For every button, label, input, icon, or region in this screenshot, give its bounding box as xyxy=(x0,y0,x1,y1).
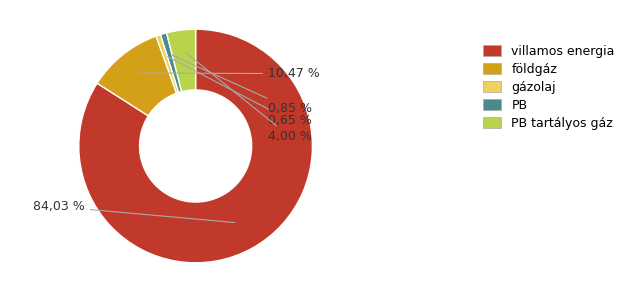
Wedge shape xyxy=(167,29,196,92)
Text: 0,65 %: 0,65 % xyxy=(167,57,312,127)
Text: 0,85 %: 0,85 % xyxy=(172,55,312,115)
Wedge shape xyxy=(79,29,312,263)
Wedge shape xyxy=(160,33,182,93)
Legend: villamos energia, földgáz, gázolaj, PB, PB tartályos gáz: villamos energia, földgáz, gázolaj, PB, … xyxy=(479,41,618,134)
Text: 10,47 %: 10,47 % xyxy=(140,67,320,80)
Text: 4,00 %: 4,00 % xyxy=(186,53,312,143)
Text: 84,03 %: 84,03 % xyxy=(33,200,235,223)
Wedge shape xyxy=(156,34,179,93)
Wedge shape xyxy=(97,36,177,116)
